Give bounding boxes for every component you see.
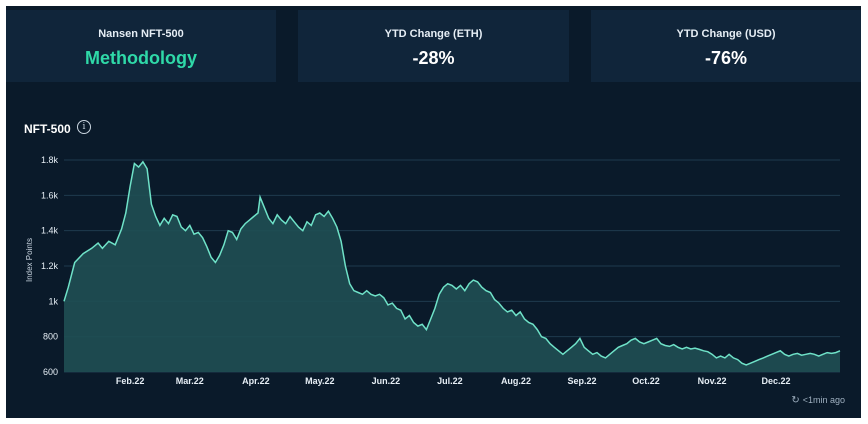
card-ytd-usd: YTD Change (USD) -76% <box>591 10 861 82</box>
y-axis-label: Index Points <box>25 238 34 282</box>
x-tick-label: Sep.22 <box>568 376 597 386</box>
y-tick-label: 1k <box>48 296 58 306</box>
x-tick-label: Mar.22 <box>176 376 204 386</box>
ytd-eth-value: -28% <box>412 48 455 68</box>
series-line <box>63 160 841 366</box>
methodology-link[interactable]: Methodology <box>85 48 197 68</box>
card-methodology: Nansen NFT-500 Methodology <box>6 10 276 82</box>
card-title: Nansen NFT-500 <box>98 28 184 40</box>
x-tick-label: Jul.22 <box>437 376 463 386</box>
x-tick-label: Nov.22 <box>698 376 727 386</box>
update-status: ↻ <1min ago <box>791 395 845 406</box>
x-tick-label: May.22 <box>305 376 334 386</box>
x-axis-ticks: Feb.22 Mar.22 Apr.22 May.22 Jun.22 Jul.22 Aug.… <box>116 376 791 386</box>
y-tick-label: 1.4k <box>41 226 59 236</box>
y-tick-label: 800 <box>43 332 58 342</box>
chart-panel: NFT-500 i 600 800 1k 1.2k 1.4k 1.6k 1.8k Feb.2… <box>6 98 861 418</box>
y-tick-label: 1.8k <box>41 155 59 165</box>
x-tick-label: Oct.22 <box>632 376 660 386</box>
y-axis-ticks: 600 800 1k 1.2k 1.4k 1.6k 1.8k <box>41 155 59 377</box>
x-tick-label: Feb.22 <box>116 376 145 386</box>
refresh-icon[interactable]: ↻ <box>791 395 800 406</box>
card-title: YTD Change (USD) <box>676 28 776 40</box>
card-ytd-eth: YTD Change (ETH) -28% <box>298 10 569 82</box>
x-tick-label: Apr.22 <box>242 376 270 386</box>
series-area <box>64 161 840 372</box>
info-icon[interactable]: i <box>77 120 91 134</box>
x-tick-label: Jun.22 <box>372 376 401 386</box>
x-tick-label: Dec.22 <box>762 376 791 386</box>
chart-title: NFT-500 <box>24 122 71 136</box>
stat-cards: Nansen NFT-500 Methodology YTD Change (E… <box>6 6 861 86</box>
y-tick-label: 1.2k <box>41 261 59 271</box>
index-chart: 600 800 1k 1.2k 1.4k 1.6k 1.8k Feb.22 Mar.22 Apr… <box>25 155 841 386</box>
updated-label: <1min ago <box>802 395 845 405</box>
y-tick-label: 1.6k <box>41 190 59 200</box>
x-tick-label: Aug.22 <box>501 376 531 386</box>
y-tick-label: 600 <box>43 367 58 377</box>
ytd-usd-value: -76% <box>704 48 748 68</box>
dashboard-frame: Nansen NFT-500 Methodology YTD Change (E… <box>6 6 861 418</box>
card-title: YTD Change (ETH) <box>384 28 483 40</box>
